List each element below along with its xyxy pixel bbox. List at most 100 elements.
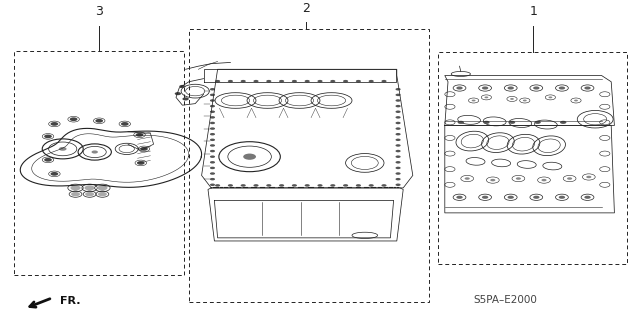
Circle shape <box>508 86 514 90</box>
Circle shape <box>490 179 495 181</box>
Circle shape <box>71 192 80 196</box>
Circle shape <box>465 177 470 180</box>
Circle shape <box>95 119 103 123</box>
Circle shape <box>343 80 348 82</box>
Circle shape <box>44 158 52 162</box>
Circle shape <box>396 138 401 141</box>
Circle shape <box>356 80 361 82</box>
Circle shape <box>59 147 67 151</box>
Circle shape <box>210 161 215 164</box>
Text: FR.: FR. <box>60 296 80 306</box>
Circle shape <box>396 161 401 164</box>
Circle shape <box>381 184 387 187</box>
Circle shape <box>279 184 284 187</box>
Circle shape <box>210 183 215 186</box>
Circle shape <box>215 184 220 187</box>
Circle shape <box>182 97 189 100</box>
Circle shape <box>253 80 259 82</box>
Circle shape <box>369 184 374 187</box>
Circle shape <box>510 98 514 100</box>
Circle shape <box>137 161 145 165</box>
Circle shape <box>98 192 107 196</box>
Circle shape <box>456 86 463 90</box>
Circle shape <box>559 86 565 90</box>
Circle shape <box>330 80 335 82</box>
Circle shape <box>396 116 401 119</box>
Circle shape <box>210 167 215 169</box>
Circle shape <box>533 196 540 199</box>
Circle shape <box>210 150 215 152</box>
Circle shape <box>472 100 476 101</box>
Circle shape <box>210 105 215 108</box>
Circle shape <box>210 122 215 124</box>
Circle shape <box>279 80 284 82</box>
Circle shape <box>559 196 565 199</box>
Circle shape <box>210 138 215 141</box>
Circle shape <box>574 100 578 101</box>
Circle shape <box>509 121 515 124</box>
Text: S5PA–E2000: S5PA–E2000 <box>474 295 538 305</box>
Circle shape <box>243 153 256 160</box>
Circle shape <box>210 144 215 147</box>
Circle shape <box>396 122 401 124</box>
Circle shape <box>396 133 401 136</box>
Text: 3: 3 <box>95 5 103 18</box>
Circle shape <box>356 184 361 187</box>
Circle shape <box>533 86 540 90</box>
Circle shape <box>228 80 233 82</box>
Circle shape <box>210 110 215 113</box>
Circle shape <box>292 80 297 82</box>
Circle shape <box>482 86 488 90</box>
Circle shape <box>92 151 98 153</box>
Circle shape <box>567 177 572 180</box>
Circle shape <box>548 96 552 98</box>
Bar <box>438 52 627 264</box>
Circle shape <box>241 184 246 187</box>
Circle shape <box>396 183 401 186</box>
Circle shape <box>584 86 591 90</box>
Circle shape <box>456 196 463 199</box>
Circle shape <box>121 122 129 126</box>
Circle shape <box>210 178 215 181</box>
Circle shape <box>534 121 541 124</box>
Text: 1: 1 <box>529 5 537 18</box>
Circle shape <box>343 184 348 187</box>
Circle shape <box>305 184 310 187</box>
Circle shape <box>458 121 464 124</box>
Circle shape <box>70 185 81 190</box>
Circle shape <box>516 177 521 180</box>
Circle shape <box>396 94 401 96</box>
Circle shape <box>396 144 401 147</box>
Circle shape <box>228 184 233 187</box>
Circle shape <box>51 172 58 176</box>
Circle shape <box>210 127 215 130</box>
Circle shape <box>179 85 186 88</box>
Circle shape <box>541 179 547 181</box>
Circle shape <box>317 184 323 187</box>
Circle shape <box>396 167 401 169</box>
Circle shape <box>330 184 335 187</box>
Circle shape <box>210 94 215 96</box>
Bar <box>189 29 429 302</box>
Circle shape <box>317 80 323 82</box>
Circle shape <box>482 196 488 199</box>
Circle shape <box>210 88 215 91</box>
Circle shape <box>266 184 271 187</box>
Circle shape <box>484 96 488 98</box>
Circle shape <box>210 172 215 175</box>
Circle shape <box>369 80 374 82</box>
Circle shape <box>586 176 591 178</box>
Circle shape <box>396 155 401 158</box>
Circle shape <box>84 185 95 190</box>
Circle shape <box>210 116 215 119</box>
Circle shape <box>396 88 401 91</box>
Circle shape <box>396 99 401 102</box>
Circle shape <box>396 127 401 130</box>
Circle shape <box>396 150 401 152</box>
Circle shape <box>396 105 401 108</box>
Circle shape <box>97 185 108 190</box>
Circle shape <box>396 172 401 175</box>
Circle shape <box>253 184 259 187</box>
Circle shape <box>210 99 215 102</box>
Bar <box>14 50 184 275</box>
